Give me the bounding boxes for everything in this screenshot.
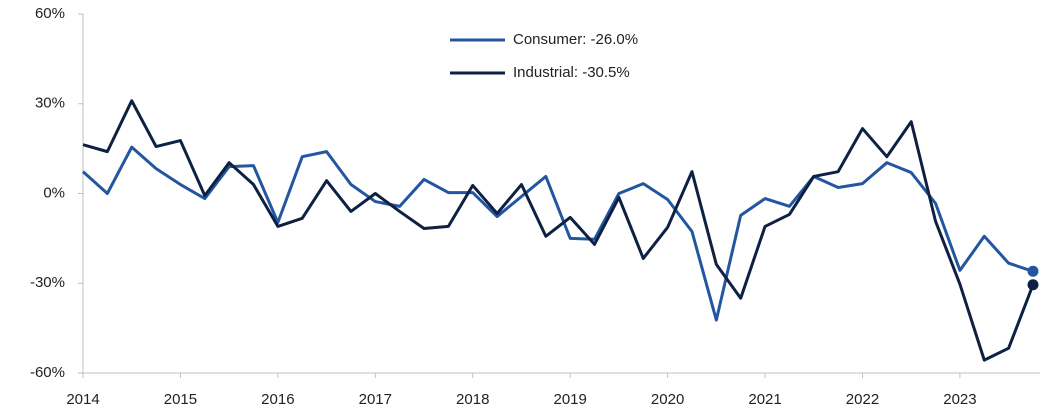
end-marker — [1027, 265, 1039, 277]
legend-label: Consumer: -26.0% — [513, 31, 638, 48]
y-tick-label: -30% — [30, 274, 65, 291]
x-tick-label: 2017 — [359, 391, 392, 408]
y-tick-label: 0% — [43, 184, 65, 201]
x-tick-label: 2020 — [651, 391, 684, 408]
x-tick-label: 2023 — [943, 391, 976, 408]
end-marker — [1027, 279, 1039, 291]
legend-label: Industrial: -30.5% — [513, 64, 630, 81]
series-line — [82, 99, 1035, 362]
y-tick-label: 60% — [35, 5, 65, 22]
x-tick-label: 2022 — [846, 391, 879, 408]
x-tick-label: 2014 — [66, 391, 99, 408]
x-tick-label: 2016 — [261, 391, 294, 408]
x-tick-label: 2018 — [456, 391, 489, 408]
y-tick-label: -60% — [30, 364, 65, 381]
x-tick-label: 2019 — [553, 391, 586, 408]
x-tick-label: 2015 — [164, 391, 197, 408]
x-tick-label: 2021 — [748, 391, 781, 408]
series-line — [81, 145, 1034, 322]
y-tick-label: 30% — [35, 95, 65, 112]
